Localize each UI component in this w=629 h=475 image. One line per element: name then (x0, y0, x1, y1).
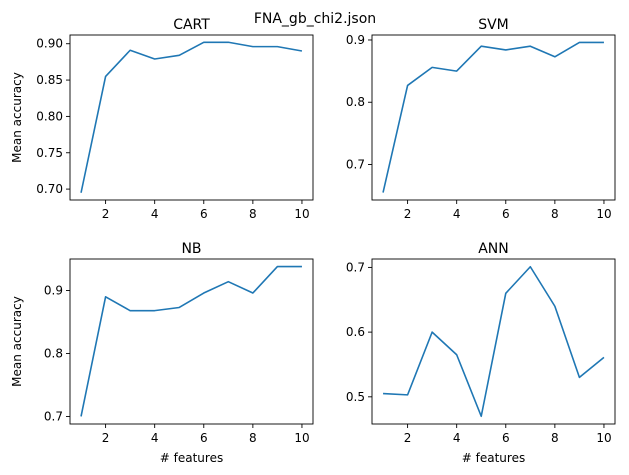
subplot-title: NB (181, 241, 201, 257)
x-axis-label: # features (160, 451, 223, 465)
subplot-title: SVM (478, 17, 509, 33)
plot-area-frame (69, 34, 314, 201)
x-tick-label: 8 (249, 431, 257, 445)
x-tick-label: 10 (294, 207, 309, 221)
subplot-cart: 2 4 6 8 10 0.70 0.75 0.80 0.85 0.90 CART Mean accur… (10, 17, 314, 221)
series-line (80, 41, 303, 193)
x-tick-label: 4 (151, 207, 159, 221)
y-tick-label: 0.8 (346, 95, 365, 109)
plot-area-frame (371, 258, 616, 425)
x-tick-label: 2 (404, 431, 412, 445)
y-tick-label: 0.75 (36, 146, 63, 160)
plot-area-frame (371, 34, 616, 201)
subplot-svm: 2 4 6 8 10 0.7 0.8 0.9 SVM (346, 17, 616, 221)
subplot-ann: 2 4 6 8 10 0.5 0.6 0.7 ANN # features (346, 241, 616, 465)
series-line (383, 265, 605, 418)
x-tick-label: 10 (596, 207, 611, 221)
subplot-title: CART (173, 17, 210, 33)
x-tick-label: 6 (200, 207, 208, 221)
x-tick-label: 2 (102, 431, 110, 445)
x-tick-label: 2 (102, 207, 110, 221)
x-axis-label: # features (462, 451, 525, 465)
x-tick-label: 6 (502, 431, 510, 445)
y-axis-label: Mean accuracy (10, 72, 24, 163)
y-tick-label: 0.70 (36, 182, 63, 196)
y-tick-label: 0.7 (346, 260, 365, 274)
y-axis-label: Mean accuracy (10, 296, 24, 387)
x-tick-label: 10 (596, 431, 611, 445)
y-tick-label: 0.9 (44, 283, 63, 297)
subplot-grid: 2 4 6 8 10 0.70 0.75 0.80 0.85 0.90 CART Mean accur… (10, 17, 616, 465)
x-tick-label: 8 (249, 207, 257, 221)
y-tick-label: 0.7 (44, 409, 63, 423)
series-line (80, 265, 302, 417)
x-tick-label: 8 (551, 431, 559, 445)
y-tick-label: 0.6 (346, 325, 365, 339)
x-tick-label: 4 (151, 431, 159, 445)
y-tick-label: 0.85 (36, 73, 63, 87)
figure-title: FNA_gb_chi2.json (254, 11, 376, 27)
series-line (382, 41, 604, 193)
x-tick-label: 4 (453, 207, 461, 221)
y-tick-label: 0.7 (346, 158, 365, 172)
x-tick-label: 6 (200, 431, 208, 445)
x-tick-label: 10 (294, 431, 309, 445)
y-tick-label: 0.90 (36, 37, 63, 51)
y-tick-label: 0.5 (346, 390, 365, 404)
y-tick-label: 0.80 (36, 109, 63, 123)
x-tick-label: 8 (551, 207, 559, 221)
x-tick-label: 4 (453, 431, 461, 445)
x-tick-label: 2 (404, 207, 412, 221)
subplot-nb: 2 4 6 8 10 0.7 0.8 0.9 NB # features Mean accuracy (10, 241, 314, 465)
plot-area-frame (69, 258, 314, 425)
y-tick-label: 0.8 (44, 346, 63, 360)
y-tick-label: 0.9 (346, 33, 365, 47)
subplot-title: ANN (478, 241, 509, 257)
x-tick-label: 6 (502, 207, 510, 221)
